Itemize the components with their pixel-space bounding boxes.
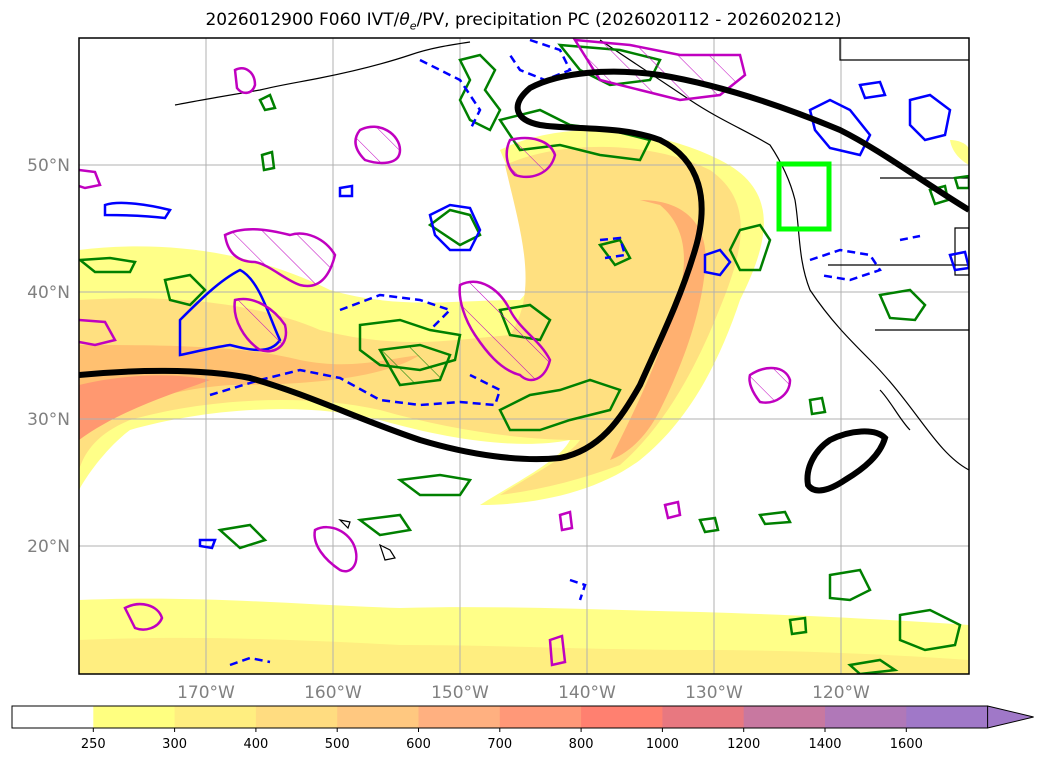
lat-label: 20°N [27,537,70,557]
colorbar-tick-label: 700 [487,737,512,752]
colorbar-tick-label: 1200 [727,737,760,752]
pv-negative-contours [209,38,921,667]
lon-label: 150°W [431,683,489,703]
colorbar-segment [581,706,663,728]
lon-label: 160°W [304,683,362,703]
colorbar-segment [174,706,257,728]
lon-label: 140°W [558,683,616,703]
lon-label: 120°W [812,683,870,703]
map-border [78,37,970,675]
ivt-shading [79,130,969,674]
lon-label: 170°W [177,683,235,703]
colorbar-tick-label: 300 [162,737,187,752]
coastlines [174,38,969,561]
lat-label: 50°N [27,156,70,176]
colorbar-tick-label: 600 [406,737,431,752]
colorbar-tick-label: 1600 [890,737,923,752]
colorbar-segment [12,706,94,728]
colorbar-segment [499,706,582,728]
ivt-contours [79,68,969,494]
colorbar: 250 300 400 500 600 700 800 1000 1200 1400 1600 [11,705,1034,752]
colorbar-segment [418,706,501,728]
colorbar-tick-label: 1400 [808,737,841,752]
colorbar-extend-arrow [987,705,1034,729]
graticule [79,38,969,674]
colorbar-segment [662,706,745,728]
longitude-labels: 170°W 160°W 150°W 140°W 130°W 120°W [177,683,870,703]
colorbar-segment [93,706,176,728]
colorbar-tick-label: 400 [243,737,268,752]
colorbar-segment [906,706,989,728]
colorbar-segment [743,706,826,728]
lon-label: 130°W [685,683,743,703]
map-title: 2026012900 F060 IVT/θe/PV, precipitation… [205,10,842,33]
colorbar-tick-label: 250 [81,737,106,752]
colorbar-segment [255,706,338,728]
lat-label: 30°N [27,410,70,430]
colorbar-segment [825,706,907,728]
target-box [776,161,832,232]
latitude-labels: 50°N 40°N 30°N 20°N [27,156,70,557]
lat-label: 40°N [27,283,70,303]
colorbar-tick-label: 500 [325,737,350,752]
colorbar-tick-label: 800 [569,737,594,752]
colorbar-tick-label: 1000 [646,737,679,752]
colorbar-segment [337,706,419,728]
precip-pc-contours [79,38,792,667]
